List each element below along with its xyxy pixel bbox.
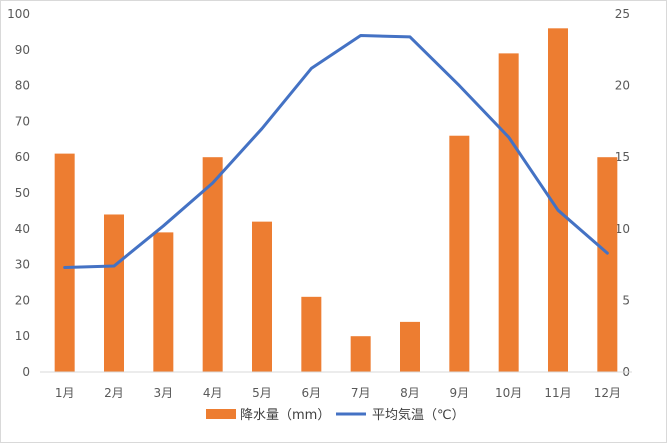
- bar: [498, 53, 519, 372]
- left-tick-label: 0: [22, 365, 30, 379]
- legend: 降水量（mm） 平均気温（℃）: [206, 407, 465, 423]
- left-tick-label: 30: [15, 258, 30, 272]
- x-tick-label: 12月: [594, 386, 621, 400]
- bar: [597, 157, 618, 372]
- x-tick-label: 7月: [351, 386, 371, 400]
- right-tick-label: 5: [622, 293, 630, 307]
- x-tick-label: 10月: [495, 386, 522, 400]
- x-tick-label: 2月: [104, 386, 124, 400]
- left-tick-label: 80: [15, 79, 30, 93]
- x-tick-label: 5月: [252, 386, 272, 400]
- legend-swatch-precipitation: [206, 409, 236, 419]
- bar: [252, 221, 272, 372]
- x-axis-ticks: 1月 2月 3月 4月 5月 6月 7月 8月 9月 10月 11月 12月: [55, 386, 621, 400]
- bar: [400, 321, 420, 372]
- bar: [202, 157, 223, 372]
- legend-label-temperature: 平均気温（℃）: [372, 407, 465, 423]
- bar: [548, 28, 568, 372]
- left-tick-label: 100: [7, 7, 30, 21]
- left-tick-label: 10: [15, 329, 30, 343]
- bar: [449, 135, 470, 372]
- right-tick-label: 25: [615, 7, 630, 21]
- x-tick-label: 9月: [450, 386, 470, 400]
- x-tick-label: 1月: [55, 386, 75, 400]
- right-tick-label: 20: [615, 79, 630, 93]
- bar: [54, 153, 75, 372]
- right-tick-label: 10: [615, 222, 630, 236]
- left-tick-label: 60: [15, 150, 30, 164]
- left-tick-label: 40: [15, 222, 30, 236]
- bar: [301, 296, 322, 372]
- x-tick-label: 3月: [154, 386, 174, 400]
- precipitation-bars: [54, 28, 618, 372]
- left-tick-label: 20: [15, 293, 30, 307]
- x-tick-label: 4月: [203, 386, 223, 400]
- x-tick-label: 6月: [302, 386, 322, 400]
- x-tick-label: 8月: [400, 386, 420, 400]
- temperature-line: [63, 33, 609, 269]
- left-tick-label: 50: [15, 186, 30, 200]
- bar: [350, 336, 371, 372]
- left-tick-label: 70: [15, 114, 30, 128]
- left-axis-ticks: 0 10 20 30 40 50 60 70 80 90 100: [7, 7, 30, 379]
- bar: [153, 232, 174, 372]
- bar: [104, 214, 124, 372]
- legend-label-precipitation: 降水量（mm）: [240, 408, 330, 423]
- right-tick-label: 15: [615, 150, 630, 164]
- left-tick-label: 90: [15, 43, 30, 57]
- x-tick-label: 11月: [544, 386, 571, 400]
